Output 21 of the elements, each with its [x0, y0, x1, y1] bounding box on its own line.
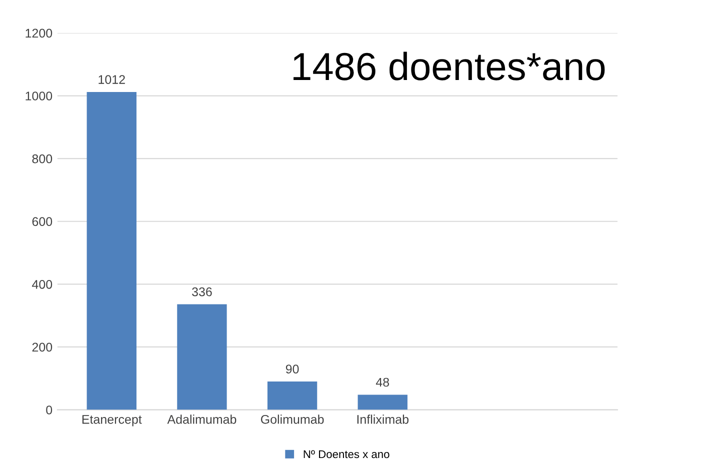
- x-tick-label: Infliximab: [357, 414, 408, 424]
- x-tick-label: Golimumab: [260, 414, 324, 424]
- data-label: 90: [286, 364, 299, 374]
- bar: [358, 394, 408, 410]
- bar: [177, 304, 227, 410]
- y-tick-label: 1000: [26, 92, 52, 100]
- y-tick-label: 600: [32, 217, 52, 226]
- x-tick-label: Adalimumab: [167, 414, 236, 424]
- annotation: 1486 doentes*ano: [294, 52, 605, 80]
- y-tick-label: 1200: [26, 28, 52, 38]
- bar: [267, 382, 318, 410]
- data-label: 336: [192, 287, 212, 296]
- bar: [86, 92, 136, 410]
- data-label: 48: [376, 378, 390, 387]
- data-label: 1012: [98, 75, 125, 84]
- y-tick-label: 0: [46, 406, 52, 414]
- x-tick-label: Etanercept: [82, 415, 142, 426]
- y-tick-label: 200: [32, 342, 52, 352]
- legend-label: Nº Doentes x ano: [304, 450, 390, 458]
- y-tick-label: 400: [32, 280, 52, 289]
- y-tick-label: 800: [32, 154, 52, 164]
